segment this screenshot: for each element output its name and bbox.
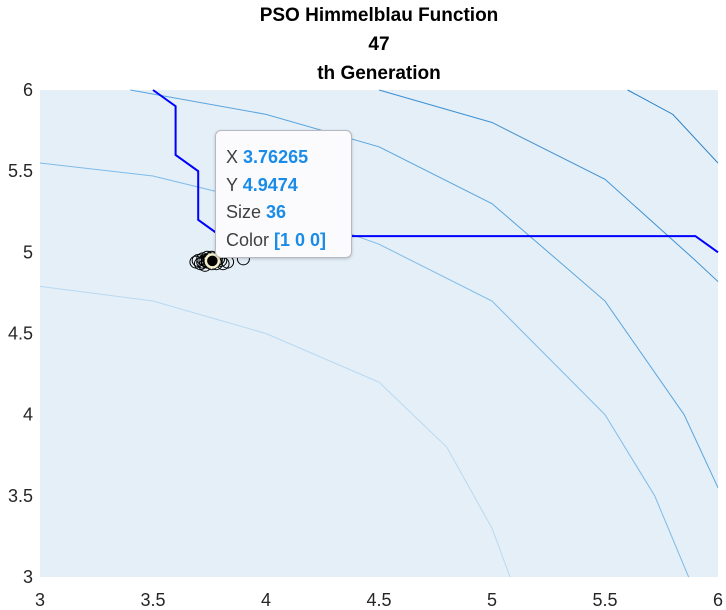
x-tick-label: 5 <box>487 590 497 610</box>
best-path-line <box>152 89 719 254</box>
datatip-size-value: 36 <box>266 202 287 222</box>
y-tick-label: 4.5 <box>8 324 33 344</box>
contour-line-5 <box>627 89 719 164</box>
datatip-color-value: [1 0 0] <box>274 229 327 250</box>
datatip-size-row: Size 36 <box>226 199 351 227</box>
chart-title-line-3: th Generation <box>317 63 441 84</box>
datatip-x-label: X <box>226 147 239 167</box>
datatip-size-label: Size <box>226 202 262 222</box>
datatip-color-label: Color <box>226 229 270 250</box>
datatip-y-label: Y <box>226 174 238 195</box>
contour-line-4 <box>378 89 719 282</box>
contour-line-3 <box>130 89 719 488</box>
contour-line-1 <box>39 285 511 578</box>
y-tick-label: 3.5 <box>8 486 33 506</box>
datatip-y-value: 4.9474 <box>242 174 298 195</box>
plot-area[interactable] <box>40 90 718 577</box>
y-tick-label: 3 <box>23 567 33 587</box>
y-tick-label: 5 <box>23 242 33 262</box>
contour-lines <box>39 89 719 578</box>
best-path-layer <box>152 89 719 254</box>
y-tick-label: 4 <box>23 405 33 425</box>
chart-title-line-2: 47 <box>368 34 389 55</box>
y-tick-label: 6 <box>23 80 33 100</box>
datatip-x-value: 3.76265 <box>243 147 309 167</box>
chart-title-line-1: PSO Himmelblau Function <box>260 5 499 26</box>
datatip-y-row: Y 4.9474 <box>226 172 351 200</box>
datatip-color-row: Color [1 0 0] <box>226 227 351 255</box>
y-tick-label: 5.5 <box>8 161 33 181</box>
contour-line-2 <box>39 162 690 578</box>
x-tick-label: 4 <box>261 590 271 610</box>
selected-particle-marker[interactable] <box>204 253 221 269</box>
axis-ticks: 3 3.5 4 4.5 5 5.5 6 3 3.5 4 4.5 5 5.5 6 <box>8 80 723 610</box>
datatip[interactable]: X 3.76265 Y 4.9474 Size 36 Color [1 0 0] <box>215 130 352 258</box>
datatip-x-row: X 3.76265 <box>226 144 351 172</box>
x-tick-label: 4.5 <box>366 590 391 610</box>
x-tick-label: 3 <box>35 590 45 610</box>
x-tick-label: 5.5 <box>592 590 617 610</box>
x-tick-label: 3.5 <box>140 590 165 610</box>
x-tick-label: 6 <box>713 590 723 610</box>
